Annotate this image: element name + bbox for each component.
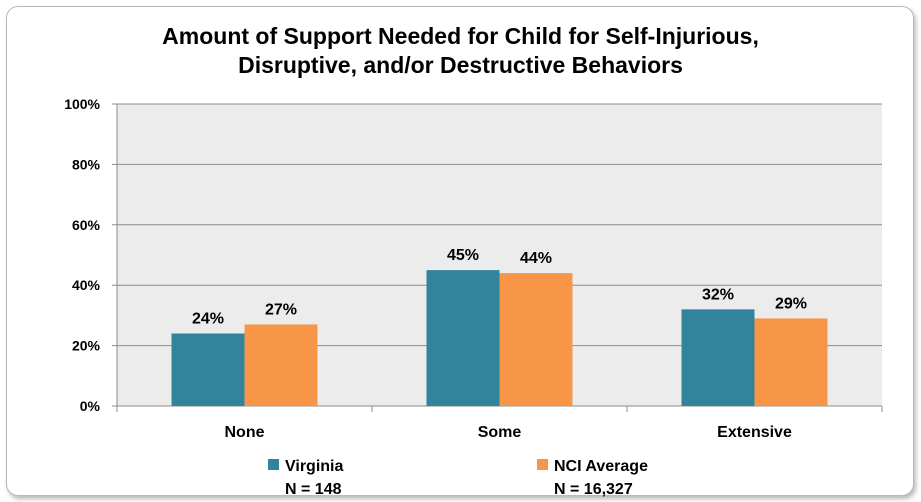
bar-nci-average [754,318,828,406]
category-label: Extensive [717,424,792,441]
legend-label-virginia: Virginia [285,458,344,475]
y-tick-label: 80% [72,156,101,172]
y-tick-label: 40% [72,277,101,293]
data-label: 24% [192,311,224,328]
data-label: 29% [775,295,807,312]
chart-title: Amount of Support Needed for Child for S… [0,22,921,80]
bar-virginia [681,309,755,406]
bar-nci-average [499,273,573,406]
y-tick-label: 20% [72,338,101,354]
y-tick-label: 0% [80,398,101,414]
bar-virginia [171,333,245,406]
y-tick-label: 100% [64,96,100,112]
chart-title-line-1: Amount of Support Needed for Child for S… [162,23,759,49]
data-label: 45% [447,247,479,264]
legend-virginia: Virginia N = 148 [268,458,343,499]
legend-swatch-nci-average [537,459,548,471]
category-label: None [225,424,265,441]
data-label: 27% [265,301,297,318]
chart-title-line-2: Disruptive, and/or Destructive Behaviors [238,52,683,78]
legend-n-virginia: N = 148 [285,481,342,498]
y-tick-label: 60% [72,217,101,233]
data-label: 32% [702,286,734,303]
legend-n-nci-average: N = 16,327 [554,481,633,498]
bar-virginia [426,270,500,406]
bar-nci-average [244,324,318,406]
data-label: 44% [520,250,552,267]
category-label: Some [478,424,522,441]
legend-swatch-virginia [268,459,279,471]
legend-label-nci-average: NCI Average [554,458,648,475]
legend-nci-average: NCI Average N = 16,327 [537,458,648,499]
